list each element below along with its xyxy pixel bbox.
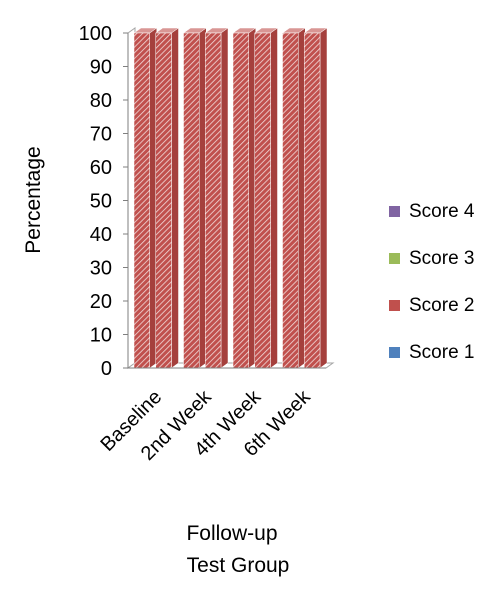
bar-score-2-0-0 <box>133 32 150 369</box>
bar-score-2-2-0 <box>232 32 249 369</box>
bar-score-2-2-1 <box>254 32 271 369</box>
legend: Score 4 Score 3 Score 2 Score 1 <box>389 201 475 363</box>
legend-swatch <box>389 347 400 358</box>
bar-side <box>270 27 278 369</box>
legend-swatch <box>389 206 400 217</box>
bar-score-2-1-1 <box>205 32 222 369</box>
y-tick-label: 0 <box>101 358 112 380</box>
y-axis-title: Percentage <box>22 146 45 253</box>
legend-label: Score 1 <box>409 342 474 363</box>
y-tick-label: 40 <box>90 224 112 246</box>
y-tick-label: 10 <box>90 325 112 347</box>
y-tick-label: 30 <box>90 258 112 280</box>
bar-side <box>171 27 179 369</box>
bar-score-2-3-1 <box>304 32 321 369</box>
group-label: Test Group <box>187 554 290 577</box>
bar-side <box>220 27 229 369</box>
legend-label: Score 3 <box>409 248 474 269</box>
bar-side <box>319 27 328 369</box>
bar-score-2-1-0 <box>183 32 200 369</box>
y-tick-label: 80 <box>90 90 112 112</box>
y-tick-label: 90 <box>90 57 112 79</box>
y-tick-label: 70 <box>90 124 112 146</box>
y-tick-label: 60 <box>90 157 112 179</box>
legend-swatch <box>389 300 400 311</box>
plot-area <box>126 27 335 369</box>
legend-label: Score 2 <box>409 295 474 316</box>
y-tick-label: 50 <box>90 191 112 213</box>
legend-swatch <box>389 253 400 264</box>
y-axis-ticks: 0 10 20 30 40 50 60 70 80 90 100 <box>79 23 326 380</box>
bar-score-2-3-0 <box>282 32 299 369</box>
y-tick-label: 20 <box>90 291 112 313</box>
bar-score-2-0-1 <box>155 32 172 369</box>
y-tick-label: 100 <box>79 23 112 45</box>
legend-label: Score 4 <box>409 201 475 222</box>
x-axis-title: Follow-up <box>186 522 277 545</box>
